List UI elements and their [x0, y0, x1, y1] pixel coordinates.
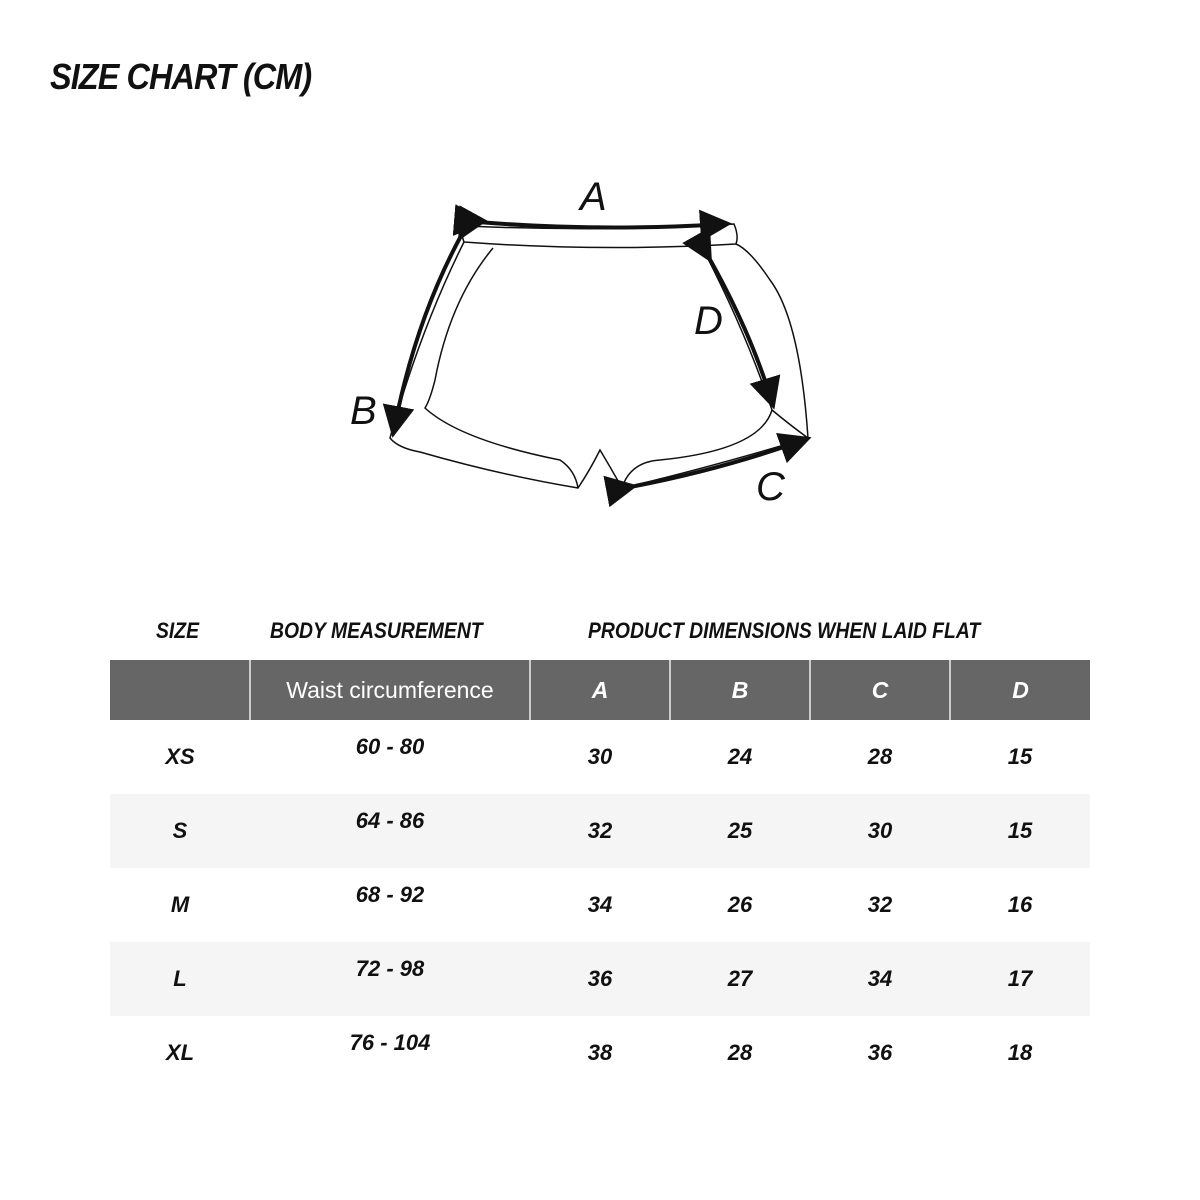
cell-size: M	[170, 892, 190, 917]
size-table: Waist circumference A B C D XS 60 - 80 30 2…	[110, 660, 1090, 1090]
header-c: C	[809, 660, 950, 720]
cell-waist: 76 - 104	[349, 1030, 431, 1055]
table-row: L 72 - 98 36 27 34 17	[110, 942, 1090, 1016]
cell-b: 25	[670, 794, 810, 868]
table-row: S 64 - 86 32 25 30 15	[110, 794, 1090, 868]
cell-d: 15	[1007, 744, 1033, 769]
cell-d: 17	[950, 942, 1090, 1016]
cell-b: 24	[727, 744, 753, 769]
shorts-outline	[389, 223, 809, 489]
cell-waist: 64 - 86	[250, 794, 530, 868]
cell-a: 30	[587, 744, 613, 769]
header-waist: Waist circumference	[249, 660, 530, 720]
arrow-b	[382, 205, 488, 438]
table-header-row: Waist circumference A B C D	[110, 660, 1090, 720]
table-row: M 68 - 92 34 26 32 16	[110, 868, 1090, 942]
cell-a: 34	[587, 892, 613, 917]
arrow-a	[452, 204, 732, 242]
cell-c: 36	[867, 1040, 893, 1065]
shorts-diagram: A B C D	[350, 175, 812, 509]
cell-waist: 72 - 98	[250, 942, 530, 1016]
cell-waist: 68 - 92	[355, 882, 425, 907]
group-header-body: BODY MEASUREMENT	[270, 618, 483, 643]
cell-a: 32	[530, 794, 670, 868]
cell-d: 15	[950, 794, 1090, 868]
cell-d: 18	[1007, 1040, 1033, 1065]
label-b: B	[350, 389, 377, 433]
cell-c: 28	[867, 744, 893, 769]
label-d: D	[694, 299, 723, 343]
cell-c: 34	[810, 942, 950, 1016]
cell-size: L	[110, 942, 250, 1016]
cell-waist: 60 - 80	[355, 734, 425, 759]
label-a: A	[578, 175, 607, 219]
arrow-c	[603, 433, 812, 508]
label-c: C	[756, 465, 786, 509]
cell-b: 27	[670, 942, 810, 1016]
cell-size: S	[110, 794, 250, 868]
cell-d: 16	[1007, 892, 1033, 917]
cell-b: 28	[727, 1040, 753, 1065]
cell-size: XS	[165, 744, 195, 769]
table-row: XS 60 - 80 30 24 28 15	[110, 720, 1090, 794]
header-d: D	[949, 660, 1090, 720]
group-header-product: PRODUCT DIMENSIONS WHEN LAID FLAT	[588, 618, 981, 643]
header-a: A	[529, 660, 670, 720]
cell-a: 38	[587, 1040, 613, 1065]
cell-b: 26	[727, 892, 753, 917]
table-row: XL 76 - 104 38 28 36 18	[110, 1016, 1090, 1090]
header-size	[110, 660, 250, 720]
header-b: B	[669, 660, 810, 720]
cell-c: 32	[867, 892, 893, 917]
cell-c: 30	[810, 794, 950, 868]
group-header-size: SIZE	[156, 618, 200, 643]
cell-size: XL	[165, 1040, 195, 1065]
arrow-d	[682, 227, 781, 410]
page-title: SIZE CHART (CM)	[50, 56, 312, 97]
cell-a: 36	[530, 942, 670, 1016]
